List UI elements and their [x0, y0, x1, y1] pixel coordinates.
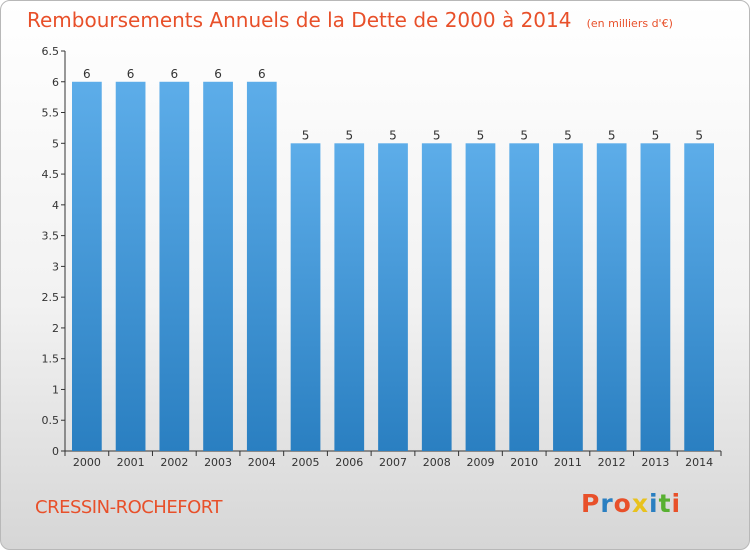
bar-labels: 6 6 6 6 6 5 5 5 5 5 5 5 5 5 5: [83, 67, 703, 143]
brand-letter: P: [581, 489, 601, 518]
y-tick-label: 0: [52, 445, 59, 458]
brand-letter: i: [649, 489, 659, 518]
brand-letter: o: [613, 489, 632, 518]
bar-2006: [334, 143, 365, 452]
bar-2000: [71, 81, 102, 452]
y-tick-label: 4.5: [42, 168, 60, 181]
data-label-2009: 5: [477, 128, 485, 142]
data-label-2012: 5: [608, 128, 616, 142]
bar-2004: [246, 81, 277, 452]
bar-2005: [290, 143, 321, 452]
bar-2010: [509, 143, 540, 452]
data-label-2004: 6: [258, 67, 266, 81]
x-tick-label-2002: 2002: [160, 456, 188, 469]
y-tick-label: 1.5: [42, 353, 60, 366]
bar-2001: [115, 81, 146, 452]
y-tick-label: 3: [52, 260, 59, 273]
y-tick-label: 5: [52, 137, 59, 150]
y-tick-label: 5.5: [42, 107, 60, 120]
data-label-2002: 6: [171, 67, 179, 81]
y-tick-label: 2: [52, 322, 59, 335]
bar-2012: [596, 143, 627, 452]
x-tick-label-2011: 2011: [554, 456, 582, 469]
brand-letter: i: [671, 489, 682, 518]
x-tick-label-2001: 2001: [117, 456, 145, 469]
bar-2013: [640, 143, 671, 452]
title-row: Remboursements Annuels de la Dette de 20…: [27, 8, 673, 32]
y-tick-label: 2.5: [42, 291, 60, 304]
data-label-2011: 5: [564, 128, 572, 142]
data-label-2005: 5: [302, 128, 310, 142]
chart-title: Remboursements Annuels de la Dette de 20…: [27, 8, 572, 32]
bars: [71, 81, 715, 452]
bar-2007: [378, 143, 408, 452]
x-axis: 2000 2001 2002 2003 2004 2005 2006 2007 2008 2009…: [64, 450, 722, 469]
x-tick-label-2014: 2014: [685, 456, 713, 469]
data-label-2008: 5: [433, 128, 441, 142]
data-label-2006: 5: [345, 128, 353, 142]
x-tick-label-2005: 2005: [292, 456, 320, 469]
y-tick-label: 4: [52, 199, 59, 212]
chart-unit: (en milliers d'€): [586, 17, 673, 30]
data-label-2007: 5: [389, 128, 397, 142]
bar-2009: [465, 143, 496, 452]
x-tick-label-2009: 2009: [466, 456, 494, 469]
bar-2008: [421, 143, 452, 452]
y-tick-label: 6: [52, 76, 59, 89]
data-label-2010: 5: [520, 128, 528, 142]
brand-letter: t: [658, 489, 672, 518]
brand-letter: r: [600, 489, 614, 518]
brand-letter: x: [631, 489, 649, 518]
x-tick-label-2008: 2008: [423, 456, 451, 469]
brand-logo[interactable]: Proxiti: [581, 489, 681, 518]
data-label-2003: 6: [214, 67, 222, 81]
x-tick-label-2007: 2007: [379, 456, 407, 469]
y-tick-label: 3.5: [42, 230, 60, 243]
bar-2002: [159, 81, 190, 452]
data-label-2014: 5: [695, 128, 703, 142]
y-tick-label: 1: [52, 383, 59, 396]
commune-name: CRESSIN-ROCHEFORT: [35, 497, 222, 518]
bar-2003: [203, 81, 233, 452]
x-tick-label-2012: 2012: [598, 456, 626, 469]
bar-2011: [553, 143, 583, 452]
x-tick-label-2013: 2013: [641, 456, 669, 469]
y-tick-label: 6.5: [42, 45, 60, 58]
data-label-2001: 6: [127, 67, 135, 81]
x-tick-label-2004: 2004: [248, 456, 276, 469]
x-tick-label-2006: 2006: [335, 456, 363, 469]
bar-2014: [684, 143, 715, 452]
x-tick-label-2010: 2010: [510, 456, 538, 469]
data-label-2000: 6: [83, 67, 91, 81]
y-axis: 0 0.5 1 1.5 2 2.5 3 3.5 4 4.5 5 5.5 6 6.5: [42, 45, 66, 458]
y-tick-label: 0.5: [42, 414, 60, 427]
x-tick-label-2003: 2003: [204, 456, 232, 469]
x-tick-label-2000: 2000: [73, 456, 101, 469]
data-label-2013: 5: [652, 128, 660, 142]
